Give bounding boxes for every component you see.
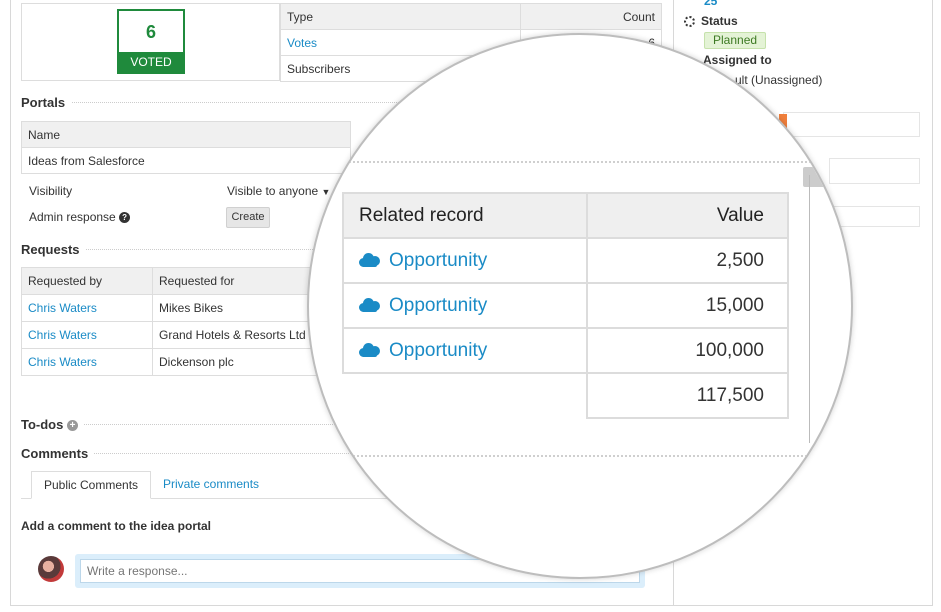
table-row: Opportunity 100,000 [342, 327, 789, 374]
assigned-label: Assigned to [703, 53, 772, 67]
status-badge[interactable]: Planned [704, 32, 767, 49]
visibility-label: Visibility [29, 184, 73, 198]
votes-link[interactable]: Votes [287, 35, 318, 50]
table-row: Chris Waters Grand Hotels & Resorts Ltd [21, 321, 351, 349]
help-icon[interactable]: ? [119, 212, 131, 224]
table-row: Chris Waters Mikes Bikes [21, 294, 351, 322]
table-row: Opportunity 15,000 [342, 282, 789, 329]
table-row: Opportunity 2,500 [342, 237, 789, 284]
admin-response-row: Admin response ? [29, 210, 131, 224]
plus-circle-icon[interactable]: + [66, 420, 78, 432]
todos-title: To-dos [21, 417, 64, 432]
type-header: Type [280, 3, 521, 30]
opportunity-link[interactable]: Opportunity [389, 294, 488, 316]
admin-response-label: Admin response [29, 210, 116, 224]
total-value: 117,500 [586, 372, 789, 419]
total-row: 117,500 [343, 372, 789, 419]
section-divider [309, 455, 851, 457]
caret-down-icon: ▼ [321, 187, 331, 197]
portals-title: Portals [21, 95, 72, 110]
value-header: Value [586, 192, 789, 239]
opportunity-link[interactable]: Opportunity [389, 339, 488, 361]
cloud-icon [359, 297, 380, 312]
page-frame [10, 0, 933, 606]
table-row: Chris Waters Dickenson plc [21, 348, 351, 376]
vote-badge[interactable]: 6 VOTED [117, 9, 185, 74]
item-number[interactable]: 25 [704, 0, 718, 8]
cloud-icon [359, 252, 380, 267]
requests-title: Requests [21, 242, 86, 257]
tab-public-comments[interactable]: Public Comments [31, 471, 152, 499]
side-field[interactable] [829, 206, 920, 227]
requested-for: Dickenson plc [152, 348, 351, 376]
portals-table: Name Ideas from Salesforce [21, 121, 351, 174]
status-label: Status [701, 14, 738, 28]
visibility-dropdown[interactable]: Visible to anyone ▼ [227, 184, 330, 198]
zoom-magnifier: Related record Value Opportunity 2,500 O… [307, 33, 853, 579]
requester-link[interactable]: Chris Waters [28, 328, 97, 342]
portal-name: Ideas from Salesforce [21, 147, 351, 174]
create-button[interactable]: Create [226, 207, 270, 228]
opportunity-value: 100,000 [586, 327, 789, 374]
tab-private-comments[interactable]: Private comments [163, 477, 260, 491]
side-field[interactable] [829, 158, 920, 184]
scroll-handle[interactable] [803, 167, 829, 187]
count-header: Count [519, 3, 663, 30]
add-comment-title: Add a comment to the idea portal [21, 519, 212, 533]
section-divider [21, 453, 661, 454]
todos-row: To-dos + [21, 417, 84, 432]
vote-panel [21, 3, 280, 81]
vertical-rule [809, 175, 810, 443]
table-row: Ideas from Salesforce [21, 147, 351, 174]
avatar [38, 556, 64, 582]
vote-count: 6 [145, 22, 156, 42]
visibility-value: Visible to anyone [227, 184, 319, 198]
status-row: Status [684, 14, 738, 28]
requester-link[interactable]: Chris Waters [28, 301, 97, 315]
comment-tabs: Public Comments Private comments [21, 471, 441, 499]
opportunity-value: 2,500 [586, 237, 789, 284]
section-divider [309, 161, 851, 163]
assigned-value[interactable]: ult (Unassigned) [735, 73, 823, 87]
opportunity-value: 15,000 [586, 282, 789, 329]
side-field[interactable] [783, 112, 920, 137]
requester-link[interactable]: Chris Waters [28, 355, 97, 369]
comments-title: Comments [21, 446, 95, 461]
related-record-header: Related record [342, 192, 588, 239]
portal-name-header: Name [21, 121, 351, 148]
requests-table: Requested by Requested for Chris Waters … [21, 267, 351, 376]
related-records-table: Related record Value Opportunity 2,500 O… [342, 192, 789, 419]
section-divider [21, 102, 661, 103]
opportunity-link[interactable]: Opportunity [389, 249, 488, 271]
cloud-icon [359, 342, 380, 357]
requested-by-header: Requested by [21, 267, 153, 295]
vote-label: VOTED [119, 52, 183, 72]
gear-icon [684, 16, 695, 28]
